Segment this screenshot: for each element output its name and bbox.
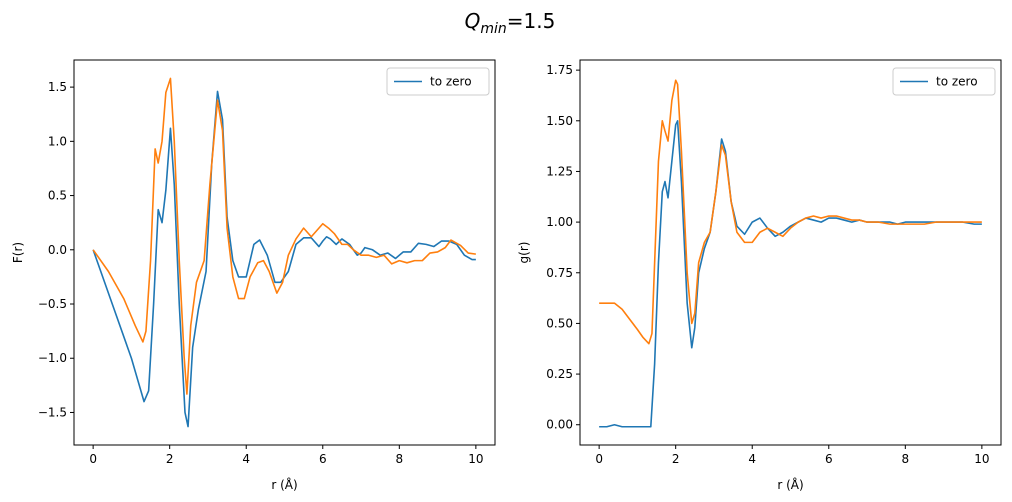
axes-frame: [579, 59, 1002, 446]
title-rest: =1.5: [507, 9, 556, 33]
x-tick-label: 2: [672, 452, 680, 466]
x-axis-label: r (Å): [271, 477, 297, 492]
x-tick-label: 6: [319, 452, 327, 466]
y-tick-label: 0.0: [48, 243, 67, 257]
right-chart-gr: 0 2 4 6 8 10 0.00 0.25 0.50 0.75 1.00 1.25 1.50 1.75 r…: [517, 59, 1002, 492]
legend-box: [386, 67, 490, 96]
x-tick-label: 6: [825, 452, 833, 466]
title-main: Q: [465, 9, 481, 33]
y-tick-label: 1.5: [48, 80, 67, 94]
y-tick-label: −0.5: [38, 297, 67, 311]
x-tick-label: 4: [242, 452, 250, 466]
y-tick-label: 0.25: [546, 367, 573, 381]
y-tick-label: 0.00: [546, 418, 573, 432]
y-tick-label: 1.50: [546, 114, 573, 128]
x-tick-label: 2: [166, 452, 174, 466]
x-tick-label: 8: [901, 452, 909, 466]
y-tick-label: 0.5: [48, 189, 67, 203]
x-tick-label: 0: [595, 452, 603, 466]
x-tick-label: 8: [395, 452, 403, 466]
legend-entry-label: to zero: [936, 75, 978, 89]
legend-box: [892, 67, 996, 96]
left-chart-fr: 0 2 4 6 8 10 −1.5 −1.0 −0.5 0.0 0.5 1.0 1.5 r (Å) F(r)…: [11, 59, 496, 492]
y-axis-label: g(r): [517, 242, 531, 264]
legend: to zero: [386, 67, 490, 96]
y-tick-label: 0.75: [546, 266, 573, 280]
x-tick-label: 10: [468, 452, 483, 466]
series-line-orange: [92, 77, 476, 395]
y-tick-label: 1.75: [546, 63, 573, 77]
y-tick-label: 1.00: [546, 215, 573, 229]
title-sub: min: [480, 21, 506, 37]
y-tick-label: 0.50: [546, 316, 573, 330]
y-tick-label: 1.25: [546, 164, 573, 178]
series-line-blue: [599, 119, 982, 428]
x-tick-label: 4: [748, 452, 756, 466]
y-tick-label: 1.0: [48, 134, 67, 148]
series-line-orange: [599, 79, 982, 345]
y-axis-label: F(r): [11, 242, 25, 263]
x-tick-label: 0: [89, 452, 97, 466]
legend-entry-label: to zero: [430, 75, 472, 89]
y-tick-label: −1.0: [38, 351, 67, 365]
axes-frame: [73, 59, 496, 446]
figure-title: Qmin=1.5: [465, 9, 556, 37]
legend: to zero: [892, 67, 996, 96]
x-tick-label: 10: [974, 452, 989, 466]
y-tick-label: −1.5: [38, 405, 67, 419]
x-axis-label: r (Å): [777, 477, 803, 492]
